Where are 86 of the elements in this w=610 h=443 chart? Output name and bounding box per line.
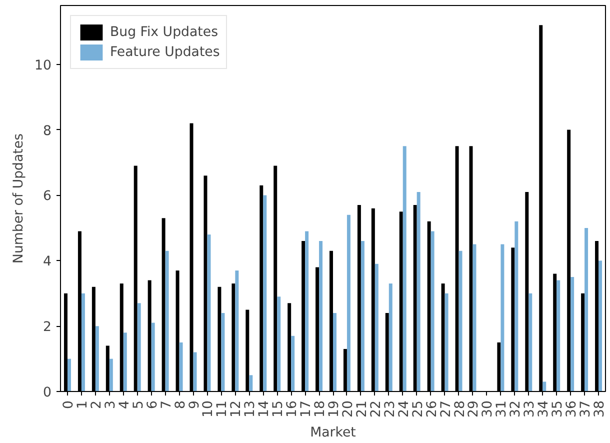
bar [151,322,155,392]
bar [305,231,309,392]
x-tick-label: 27 [438,400,454,418]
x-tick-label: 11 [215,400,230,418]
x-tick-label: 29 [466,400,482,418]
bar [346,214,350,392]
x-tick-label: 12 [229,400,244,418]
bar [556,280,560,392]
x-tick-label: 32 [508,400,524,418]
bar [514,221,518,392]
bar [584,228,588,392]
x-tick-label: 26 [424,400,440,418]
x-tick-label: 25 [410,400,426,418]
bar [444,293,448,392]
x-tick-label: 7 [159,400,174,409]
x-tick-label: 22 [368,400,384,418]
x-tick-label: 24 [396,400,412,418]
bar [374,264,378,392]
x-axis-title: Market [310,425,356,440]
legend-label: Feature Updates [110,44,220,60]
x-tick-label: 10 [201,400,216,418]
x-tick-label: 6 [145,400,160,409]
y-tick-label: 10 [34,58,52,74]
x-tick-label: 8 [173,400,188,409]
x-tick-label: 19 [327,400,342,418]
x-tick-label: 3 [103,400,118,409]
y-axis-title: Number of Updates [12,133,27,264]
bar [221,312,225,392]
x-tick-label: 33 [522,400,538,418]
bar [458,250,462,392]
bar [598,260,602,392]
bar [360,241,364,392]
y-tick-label: 2 [43,320,52,336]
bar [109,358,113,392]
x-tick-label: 16 [285,400,300,418]
bar [235,270,239,392]
x-tick-label: 30 [480,400,496,418]
bar [430,231,434,392]
x-tick-label: 21 [354,400,370,418]
bar [207,234,211,392]
bar [179,342,183,392]
bar [165,250,169,392]
x-tick-label: 28 [452,400,468,418]
x-tick-label: 37 [578,400,594,418]
bar [81,293,85,392]
bar [123,332,127,392]
x-tick-label: 14 [257,400,272,418]
x-tick-label: 36 [564,400,580,418]
bar [472,244,476,392]
x-tick-label: 1 [75,400,90,409]
x-tick-label: 5 [131,400,146,409]
bar [388,284,392,392]
bar [416,192,420,392]
bar [193,352,197,392]
bar [528,293,532,392]
bar [319,241,323,392]
x-tick-label: 20 [340,400,356,418]
bar [333,312,336,392]
bar [291,336,295,392]
x-tick-label: 4 [117,400,132,409]
x-tick-label: 9 [187,400,202,409]
x-tick-label: 31 [494,400,510,418]
x-tick-label: 18 [313,400,328,418]
bar [570,277,574,392]
x-tick-label: 13 [243,400,258,418]
x-tick-label: 34 [536,400,552,418]
bar [500,244,504,392]
bar [542,382,546,392]
legend-label: Bug Fix Updates [110,24,218,40]
y-tick-label: 4 [43,254,52,270]
x-tick-label: 0 [61,400,76,409]
bar [277,296,281,392]
y-tick-label: 6 [43,189,52,204]
bar [249,375,253,392]
bar [67,358,71,392]
x-tick-label: 15 [271,400,286,418]
y-tick-label: 8 [43,124,52,139]
bar [137,303,141,392]
x-tick-label: 23 [382,400,398,418]
bar [95,326,99,392]
x-tick-label: 35 [550,400,566,418]
bar [402,146,406,392]
x-tick-label: 17 [299,400,314,418]
x-tick-label: 2 [89,400,104,409]
bar [263,195,267,392]
x-tick-label: 38 [592,400,608,418]
